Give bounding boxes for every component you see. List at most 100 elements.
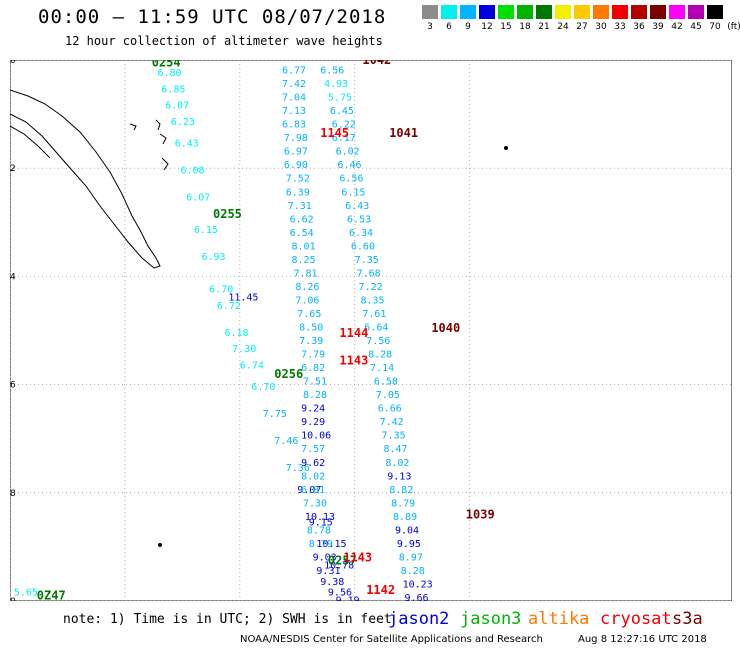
lat-tick-label: -24: [10, 272, 16, 282]
swh-value: 7.22: [359, 282, 383, 293]
legend-swatch-70: [707, 5, 723, 19]
legend-label-70: 70: [709, 22, 721, 32]
axis-tick-labels: -20-22-24-26-28-30165168171174177: [10, 60, 16, 601]
footnote: note: 1) Time is in UTC; 2) SWH is in fe…: [63, 612, 392, 627]
lat-tick-label: -26: [10, 381, 16, 391]
swh-value: 7.56: [366, 336, 390, 347]
swh-value: 8.47: [383, 444, 407, 455]
swh-value: 6.93: [202, 252, 226, 263]
new-caledonia-coastline: [10, 89, 508, 547]
legend-swatch-27: [574, 5, 590, 19]
swh-value: 10.78: [324, 561, 354, 572]
swh-value: 6.53: [347, 214, 371, 225]
legend-label-36: 36: [633, 22, 645, 32]
legend-label-42: 42: [671, 22, 683, 32]
pass-time-label: 1142: [366, 583, 395, 597]
pass-time-label: 1144: [339, 326, 368, 340]
swh-value: 7.42: [282, 79, 306, 90]
swh-value: 6.15: [341, 187, 365, 198]
swh-value: 7.30: [303, 498, 327, 509]
satellite-jason2: jason2: [388, 609, 450, 629]
swh-value: 6.39: [286, 187, 310, 198]
credit-line: NOAA/NESDIS Center for Satellite Applica…: [240, 634, 543, 645]
swh-value: 7.14: [370, 363, 394, 374]
swh-value: 6.70: [209, 285, 233, 296]
swh-value: 7.57: [301, 444, 325, 455]
swh-value: 6.22: [332, 120, 356, 131]
legend-swatch-36: [631, 5, 647, 19]
swh-value: 9.38: [320, 577, 344, 588]
swh-value: 7.81: [293, 268, 317, 279]
swh-value: 6.58: [374, 377, 398, 388]
swh-value: 7.61: [362, 309, 386, 320]
swh-value: 7.52: [286, 174, 310, 185]
swh-value: 6.15: [194, 225, 218, 236]
legend-label-39: 39: [652, 22, 664, 32]
swh-value: 6.17: [332, 133, 356, 144]
swh-value: 6.80: [157, 68, 181, 79]
swh-value: 7.46: [274, 436, 298, 447]
swh-value: 7.42: [380, 417, 404, 428]
swh-value: 6.90: [284, 160, 308, 171]
swh-value: 7.06: [295, 295, 319, 306]
satellite-altika: altika: [528, 609, 590, 629]
swh-value: 6.97: [284, 147, 308, 158]
swh-value: 9.07: [297, 485, 321, 496]
legend-swatch-45: [688, 5, 704, 19]
lat-tick-label: -28: [10, 489, 16, 499]
satellite-s3a: s3a: [672, 609, 703, 629]
lat-tick-label: -30: [10, 597, 16, 601]
altimeter-observations: 6.84 6.80 6.85 6.07 6.23 6.43 6.08 6.07 6.15 6.93…: [14, 60, 433, 601]
swh-value: 6.02: [336, 147, 360, 158]
swh-value: 6.77: [282, 66, 306, 77]
pass-time-label: 0256: [274, 367, 303, 381]
swh-value: 7.35: [355, 255, 379, 266]
lat-tick-label: -22: [10, 164, 16, 174]
swh-value: 6.85: [161, 84, 185, 95]
swh-value: 7.32: [282, 60, 306, 63]
legend-swatch-21: [536, 5, 552, 19]
legend-swatch-30: [593, 5, 609, 19]
swh-value: 6.62: [290, 214, 314, 225]
swh-value: 8.25: [292, 255, 316, 266]
legend-unit: (ft): [727, 22, 740, 32]
pass-time-label: 1041: [389, 126, 418, 140]
swh-value: 8.02: [385, 458, 409, 469]
legend-label-27: 27: [576, 22, 588, 32]
pass-time-label: 1145: [320, 126, 349, 140]
pass-time-label: 0254: [152, 60, 181, 70]
map-subtitle: 12 hour collection of altimeter wave hei…: [65, 34, 383, 48]
swh-value: 6.64: [364, 323, 388, 334]
swh-value: 6.23: [171, 117, 195, 128]
swh-value: 4.93: [324, 79, 348, 90]
swh-value: 9.04: [395, 525, 419, 536]
swh-value: 8.28: [401, 566, 425, 577]
swh-value: 7.79: [301, 350, 325, 361]
satellite-jason3: jason3: [460, 609, 522, 629]
swh-value: 8.26: [295, 282, 319, 293]
swh-value: 6.81: [301, 485, 325, 496]
swh-value: 8.79: [309, 539, 333, 550]
swh-value: 6.18: [224, 328, 248, 339]
generation-timestamp: Aug 8 12:27:16 UTC 2018: [578, 634, 707, 645]
swh-value: 7.35: [382, 431, 406, 442]
swh-value: 11.45: [228, 293, 258, 304]
swh-value: 6.84: [154, 60, 178, 63]
swh-value: 6.46: [337, 160, 361, 171]
swh-value: 10.23: [403, 579, 433, 590]
swh-value: 7.68: [357, 268, 381, 279]
color-scale-legend: 3 6 9 12 15 18 21 24 27 30 33 36 39 42 45 70 (ft): [422, 5, 740, 33]
swh-value: 7.13: [282, 106, 306, 117]
swh-value: 6.07: [186, 193, 210, 204]
swh-value: 6.34: [349, 228, 373, 239]
legend-swatch-3: [422, 5, 438, 19]
swh-value: 5.75: [328, 93, 352, 104]
legend-swatch-15: [498, 5, 514, 19]
swh-value: 9.15: [309, 517, 333, 528]
swh-value: 7.36: [286, 463, 310, 474]
pass-time-label: 1143: [343, 551, 372, 565]
swh-value: 10.15: [316, 539, 346, 550]
swh-value: 6.66: [378, 404, 402, 415]
legend-label-18: 18: [519, 22, 531, 32]
map-gridlines: [10, 60, 732, 601]
